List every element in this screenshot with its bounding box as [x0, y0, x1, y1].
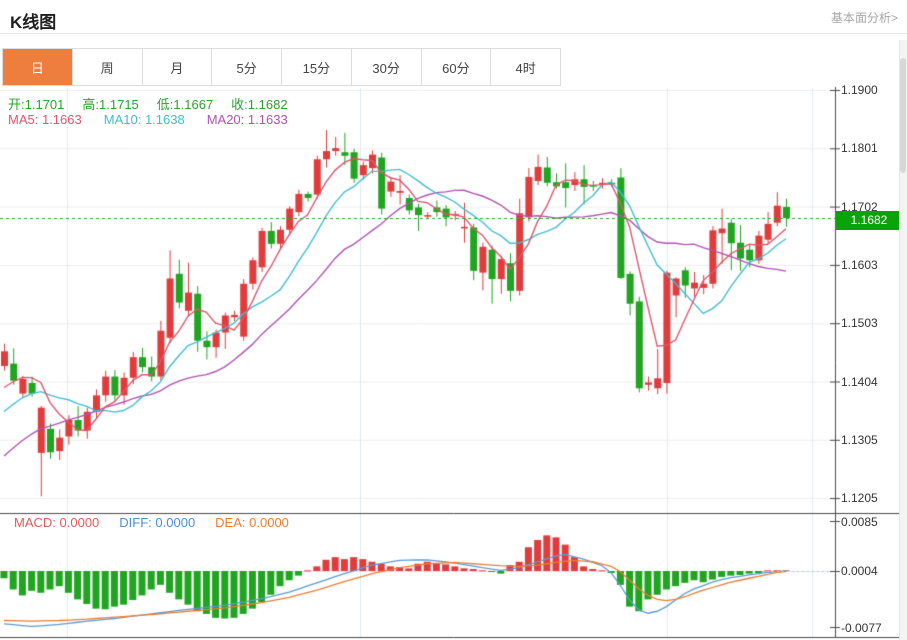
low-value: 低:1.1667	[156, 97, 214, 112]
y-axis-label: 1.1702	[841, 200, 878, 214]
ohlc-legend: 开:1.1701 高:1.1715 低:1.1667 收:1.1682	[8, 94, 288, 113]
current-price-badge: 1.1682	[836, 211, 902, 230]
header-divider	[0, 33, 907, 34]
macd-legend: MACD: 0.0000 DIFF: 0.0000 DEA: 0.0000	[14, 515, 289, 530]
diff-value: DIFF: 0.0000	[119, 515, 196, 530]
ma20-value: MA20: 1.1633	[206, 112, 288, 127]
macd-axis-label: 0.0004	[841, 564, 878, 578]
tab-4hour[interactable]: 4时	[491, 49, 560, 85]
scrollbar-track[interactable]	[899, 40, 907, 640]
y-axis-label: 1.1404	[841, 375, 878, 389]
macd-axis-label: -0.0077	[841, 621, 882, 635]
y-axis-label: 1.1503	[841, 316, 878, 330]
interval-tabbar: 日 周 月 5分 15分 30分 60分 4时	[2, 48, 561, 86]
y-axis-label: 1.1900	[841, 83, 878, 97]
ma5-value: MA5: 1.1663	[8, 112, 82, 127]
open-value: 开:1.1701	[8, 97, 65, 112]
ma10-value: MA10: 1.1638	[103, 112, 185, 127]
tab-30min[interactable]: 30分	[351, 49, 422, 85]
high-value: 高:1.1715	[82, 97, 139, 112]
dea-value: DEA: 0.0000	[215, 515, 289, 530]
macd-value: MACD: 0.0000	[14, 515, 100, 530]
tab-day[interactable]: 日	[3, 49, 73, 85]
macd-axis-label: 0.0085	[841, 515, 878, 529]
fundamental-analysis-link[interactable]: 基本面分析>	[830, 11, 898, 25]
tab-15min[interactable]: 15分	[282, 49, 352, 85]
tab-5min[interactable]: 5分	[212, 49, 282, 85]
close-value: 收:1.1682	[231, 97, 288, 112]
page-title: K线图	[10, 13, 57, 32]
scrollbar-thumb[interactable]	[900, 58, 906, 173]
tab-week[interactable]: 周	[72, 49, 143, 85]
y-axis-label: 1.1603	[841, 258, 878, 272]
ma-legend: MA5: 1.1663 MA10: 1.1638 MA20: 1.1633	[8, 112, 288, 127]
y-axis-label: 1.1801	[841, 141, 878, 155]
tab-60min[interactable]: 60分	[421, 49, 492, 85]
tab-month[interactable]: 月	[142, 49, 213, 85]
y-axis-label: 1.1205	[841, 491, 878, 505]
y-axis-label: 1.1305	[841, 433, 878, 447]
